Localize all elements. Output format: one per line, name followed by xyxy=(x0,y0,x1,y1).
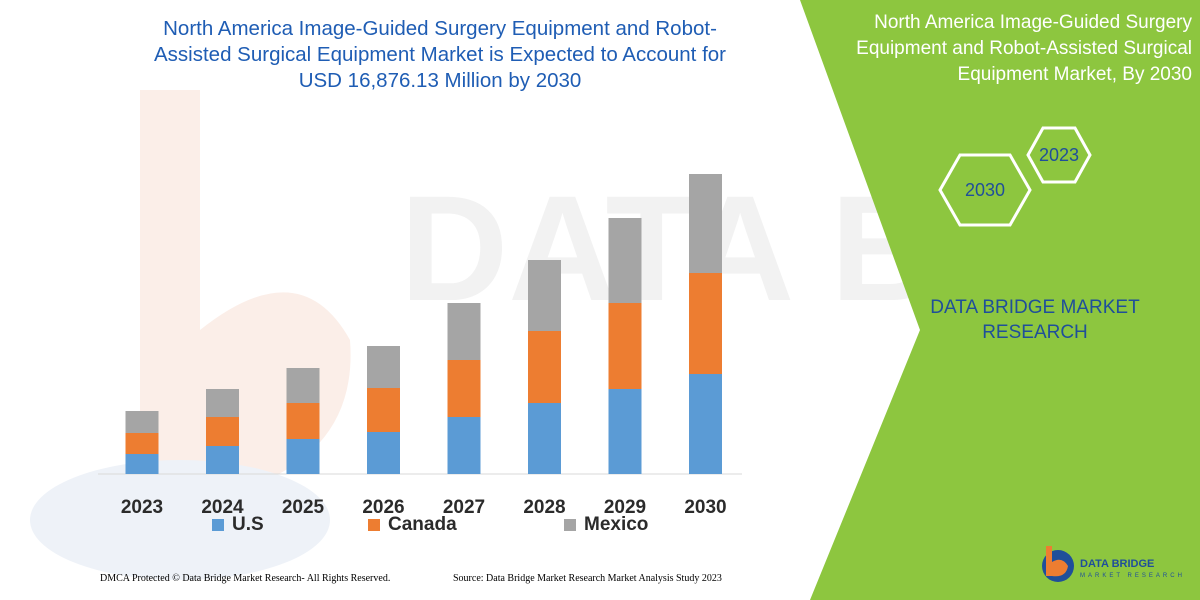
bar-us-2027 xyxy=(447,417,481,474)
bar-canada-2027 xyxy=(447,360,481,417)
logo-tagline: MARKET RESEARCH xyxy=(1080,573,1185,579)
legend-swatch-us xyxy=(212,519,224,531)
bar-canada-2026 xyxy=(367,388,400,432)
bar-canada-2030 xyxy=(689,273,722,374)
title-line-3: USD 16,876.13 Million by 2030 xyxy=(298,69,582,92)
hex-year-2023: 2023 xyxy=(1038,145,1080,165)
legend-item-us: U.S xyxy=(212,514,264,536)
footer-copyright: DMCA Protected © Data Bridge Market Rese… xyxy=(100,573,391,584)
legend-item-mexico: Mexico xyxy=(564,514,648,536)
legend-swatch-canada xyxy=(368,519,380,531)
bar-us-2029 xyxy=(608,389,642,474)
x-tick-label-2030: 2030 xyxy=(684,497,726,518)
x-tick-label-2025: 2025 xyxy=(282,497,325,518)
bar-us-2026 xyxy=(367,432,400,474)
bar-us-2030 xyxy=(689,374,722,474)
footer-source: Source: Data Bridge Market Research Mark… xyxy=(453,573,722,584)
bar-us-2024 xyxy=(206,446,239,474)
hexagon-2023 xyxy=(1026,126,1092,184)
legend-label-us: U.S xyxy=(232,514,264,535)
bar-us-2025 xyxy=(286,439,320,474)
hexagon-2030 xyxy=(938,153,1032,227)
side-title-line-1: North America Image-Guided Surgery xyxy=(874,12,1192,33)
green-panel xyxy=(800,0,1200,600)
chart-title: North America Image-Guided Surgery Equip… xyxy=(120,16,760,94)
bar-mexico-2026 xyxy=(367,346,400,388)
bar-mexico-2024 xyxy=(206,389,239,417)
bar-mexico-2029 xyxy=(608,218,642,303)
bar-canada-2023 xyxy=(125,433,159,454)
bar-us-2023 xyxy=(125,454,159,474)
bar-canada-2024 xyxy=(206,417,239,446)
title-line-2: Assisted Surgical Equipment Market is Ex… xyxy=(154,43,726,66)
bar-mexico-2025 xyxy=(286,368,320,403)
x-tick-label-2026: 2026 xyxy=(362,497,404,518)
bar-us-2028 xyxy=(528,403,561,474)
bar-mexico-2023 xyxy=(125,411,159,433)
legend-swatch-mexico xyxy=(564,519,576,531)
legend-label-mexico: Mexico xyxy=(584,514,649,535)
brand-name: DATA BRIDGE MARKET RESEARCH xyxy=(900,295,1170,345)
x-tick-label-2023: 2023 xyxy=(121,497,163,518)
bar-mexico-2030 xyxy=(689,174,722,273)
legend-label-canada: Canada xyxy=(388,514,457,535)
hex-year-2030: 2030 xyxy=(964,180,1006,200)
logo-name: DATA BRIDGE xyxy=(1080,558,1155,570)
brand-line-1: DATA BRIDGE MARKET xyxy=(930,297,1140,318)
x-tick-label-2027: 2027 xyxy=(443,497,485,518)
bar-mexico-2027 xyxy=(447,303,481,360)
bar-mexico-2028 xyxy=(528,260,561,331)
side-title-line-3: Equipment Market, By 2030 xyxy=(957,64,1192,85)
x-tick-label-2028: 2028 xyxy=(523,497,565,518)
bar-canada-2028 xyxy=(528,331,561,403)
bar-canada-2029 xyxy=(608,303,642,389)
x-tick-label-2024: 2024 xyxy=(201,497,244,518)
title-line-1: North America Image-Guided Surgery Equip… xyxy=(163,17,717,40)
side-panel-title: North America Image-Guided Surgery Equip… xyxy=(830,10,1192,88)
bar-canada-2025 xyxy=(286,403,320,439)
legend-item-canada: Canada xyxy=(368,514,457,536)
side-title-line-2: Equipment and Robot-Assisted Surgical xyxy=(856,38,1192,59)
x-tick-label-2029: 2029 xyxy=(604,497,646,518)
brand-line-2: RESEARCH xyxy=(982,322,1088,343)
